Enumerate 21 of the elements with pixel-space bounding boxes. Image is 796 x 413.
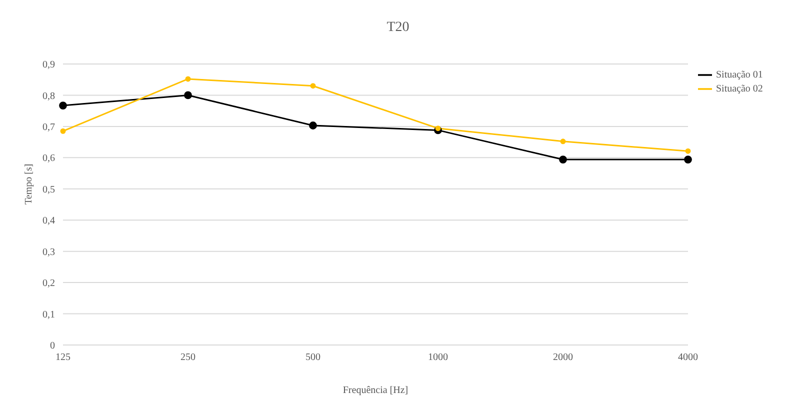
chart-title: T20 <box>386 20 410 36</box>
y-tick-label: 0,4 <box>42 216 55 227</box>
x-axis-title: Frequência [Hz] <box>342 385 408 396</box>
y-tick-label: 0,1 <box>42 309 55 320</box>
x-tick-label: 4000 <box>678 352 698 364</box>
x-tick-label: 500 <box>306 352 320 364</box>
y-tick-label: 0,6 <box>42 153 55 164</box>
legend-label: Situação 02 <box>716 83 763 94</box>
x-tick-label: 1000 <box>428 352 448 364</box>
x-tick-label: 2000 <box>553 352 573 364</box>
legend-label: Situação 01 <box>716 69 763 80</box>
y-tick-label: 0,8 <box>42 90 55 102</box>
y-tick-label: 0,9 <box>42 60 55 71</box>
y-tick-label: 0,2 <box>42 278 55 290</box>
y-tick-label: 0 <box>50 340 55 352</box>
y-tick-label: 0,7 <box>42 122 55 133</box>
x-tick-label: 250 <box>180 352 196 364</box>
x-tick-label: 125 <box>56 352 70 364</box>
y-axis-title: Tempo [s] <box>24 164 35 204</box>
y-tick-label: 0,3 <box>42 246 55 258</box>
y-tick-label: 0,5 <box>42 184 55 196</box>
